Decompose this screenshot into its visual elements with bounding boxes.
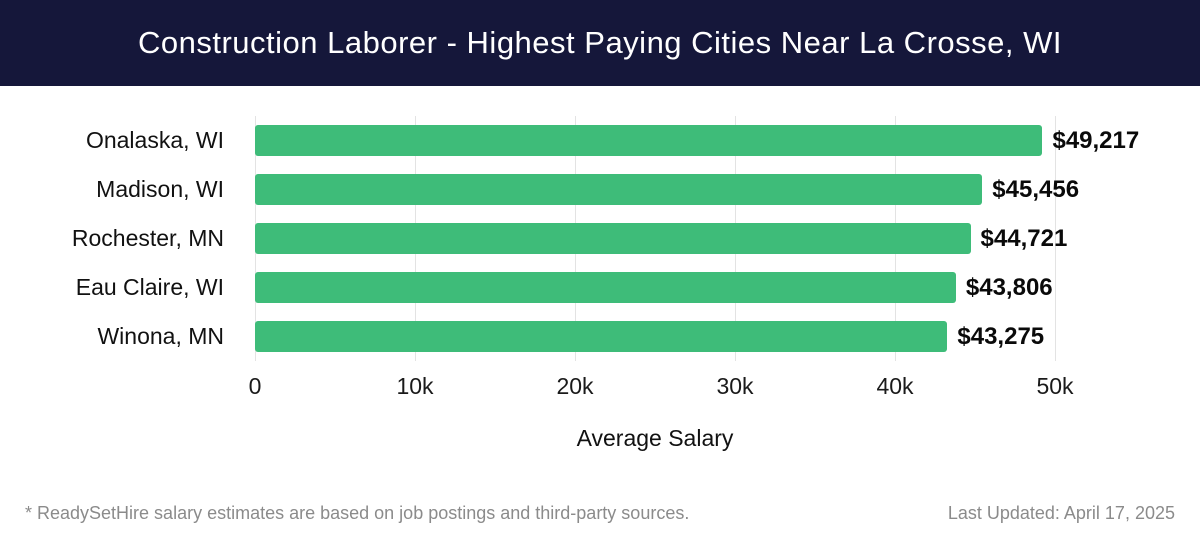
category-label: Winona, MN — [97, 323, 224, 349]
chart-title: Construction Laborer - Highest Paying Ci… — [138, 25, 1062, 60]
x-tick-label: 20k — [556, 373, 594, 399]
bar-value-label: $43,806 — [965, 273, 1053, 301]
category-label: Eau Claire, WI — [75, 274, 224, 300]
bar-value-label: $45,456 — [992, 175, 1080, 203]
bar-rows: Onalaska, WI $49,217 Madison, WI $45,456 Roc… — [0, 116, 1200, 361]
x-tick-label: 30k — [716, 373, 754, 399]
category-label: Onalaska, WI — [85, 127, 224, 153]
bar — [255, 174, 983, 205]
bar-row: Madison, WI $45,456 — [0, 165, 1200, 214]
x-tick-label: 10k — [396, 373, 434, 399]
footer-last-updated: Last Updated: April 17, 2025 — [947, 503, 1175, 523]
plot-slot: $44,721 — [255, 223, 1067, 254]
footer: * ReadySetHire salary estimates are base… — [25, 503, 1175, 524]
bar-value-label: $44,721 — [980, 224, 1068, 252]
footer-disclaimer: * ReadySetHire salary estimates are base… — [25, 503, 690, 523]
x-axis-label-row: Average Salary — [255, 425, 1055, 452]
bar — [255, 223, 971, 254]
x-tick-label: 0 — [248, 373, 262, 399]
bar — [255, 125, 1043, 156]
x-tick-label: 40k — [876, 373, 914, 399]
plot-slot: $43,806 — [255, 272, 1055, 303]
plot-slot: $43,275 — [255, 321, 1055, 352]
bar-row: Eau Claire, WI $43,806 — [0, 263, 1200, 312]
bar-row: Rochester, MN $44,721 — [0, 214, 1200, 263]
bar-row: Winona, MN $43,275 — [0, 312, 1200, 361]
x-tick-label: 50k — [1036, 373, 1074, 399]
x-axis-label: Average Salary — [576, 425, 734, 451]
gridline — [1055, 116, 1056, 361]
category-label: Rochester, MN — [71, 225, 224, 251]
bar — [255, 321, 948, 352]
bar-row: Onalaska, WI $49,217 — [0, 116, 1200, 165]
plot-slot: $49,217 — [255, 125, 1139, 156]
x-axis-ticks: 0 10k 20k 30k 40k 50k — [249, 373, 1074, 401]
bar-chart: Onalaska, WI $49,217 Madison, WI $45,456 Roc… — [0, 116, 1200, 452]
plot-slot: $45,456 — [255, 174, 1079, 205]
category-label: Madison, WI — [96, 176, 224, 202]
bar — [255, 272, 956, 303]
chart-header: Construction Laborer - Highest Paying Ci… — [0, 0, 1200, 86]
bar-value-label: $43,275 — [957, 322, 1045, 350]
bar-value-label: $49,217 — [1052, 126, 1140, 154]
